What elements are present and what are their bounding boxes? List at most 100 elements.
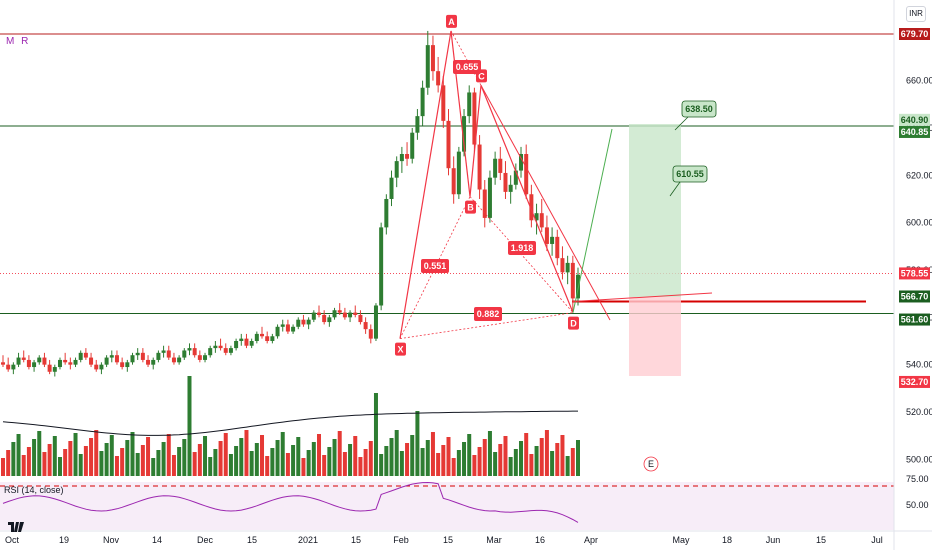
candle-body <box>446 120 451 169</box>
volume-bar <box>208 457 213 476</box>
candle-body <box>109 355 114 358</box>
candle-body <box>249 340 254 346</box>
stop-line <box>572 292 713 302</box>
rsi-tick-label: 75.00 <box>906 474 929 484</box>
volume-bar <box>260 435 265 476</box>
candle-body <box>203 355 208 360</box>
volume-bar <box>151 458 156 476</box>
volume-bar <box>280 432 285 476</box>
loss-zone <box>629 297 681 376</box>
volume-bars <box>1 376 580 476</box>
candle-body <box>425 45 430 88</box>
candle-body <box>83 352 88 358</box>
candle-body <box>32 362 37 368</box>
volume-bar <box>311 442 316 476</box>
volume-bar <box>140 445 145 476</box>
candle-body <box>78 352 83 360</box>
trend-line <box>480 85 611 321</box>
point-label-bg <box>446 14 457 28</box>
volume-bar <box>482 439 487 476</box>
candle-body <box>161 350 166 353</box>
candle-body <box>420 87 425 117</box>
volume-ma-line <box>2 410 578 436</box>
candle-body <box>275 326 280 337</box>
volume-bar <box>99 451 104 476</box>
price-tick-label: 500.00 <box>906 454 932 464</box>
candle-body <box>342 312 347 318</box>
candle-body <box>358 314 363 323</box>
candle-body <box>223 348 228 353</box>
volume-bar <box>565 456 570 476</box>
candle-body <box>389 177 394 199</box>
volume-bar <box>576 440 580 476</box>
candle-body <box>524 154 529 195</box>
volume-bar <box>6 450 11 476</box>
candle-body <box>21 357 26 360</box>
volume-bar <box>327 447 332 476</box>
rsi-band <box>0 482 894 530</box>
volume-bar <box>394 430 399 476</box>
price-tag-bg <box>899 290 930 303</box>
candle-body <box>52 367 57 372</box>
volume-bar <box>94 430 99 476</box>
candle-body <box>576 274 580 299</box>
volume-bar <box>213 449 218 476</box>
volume-bar <box>441 445 446 476</box>
candle-body <box>368 329 373 339</box>
target-label-bg <box>681 100 717 118</box>
candle-body <box>73 359 78 365</box>
candle-body <box>462 116 467 152</box>
candle-body <box>182 350 187 358</box>
rsi-tick-label: 50.00 <box>906 500 929 510</box>
xabcd-pattern: X A B C D 0.655 0.551 1.918 0.882 638.50 610.55 E <box>395 14 717 472</box>
volume-bar <box>265 456 270 476</box>
candle-body <box>570 262 575 299</box>
candle-body <box>544 227 549 244</box>
candle-body <box>68 362 73 365</box>
currency-button[interactable]: INR <box>906 6 926 22</box>
volume-bar <box>430 432 435 476</box>
volume-bar <box>89 438 94 476</box>
candle-body <box>197 355 202 360</box>
candle-body <box>265 336 270 341</box>
time-tick-label: Nov <box>103 535 120 545</box>
volume-bar <box>348 444 353 476</box>
volume-bar <box>218 441 223 476</box>
volume-bar <box>451 458 456 476</box>
candlestick-series <box>1 30 580 377</box>
pattern-leg <box>450 30 471 197</box>
volume-bar <box>197 444 202 476</box>
candle-body <box>156 352 161 360</box>
candle-body <box>166 350 171 358</box>
candle-body <box>1 362 5 365</box>
candle-body <box>513 170 518 185</box>
candle-body <box>135 352 140 356</box>
price-tags: 679.70 640.90 640.85 578.55 566.70 561.60 532.… <box>899 28 930 388</box>
price-tag-bg <box>899 313 930 326</box>
candle-body <box>565 262 570 273</box>
time-tick-label: May <box>672 535 690 545</box>
volume-bar <box>161 442 166 476</box>
volume-bar <box>508 457 513 476</box>
candle-body <box>498 158 503 173</box>
point-label-bg <box>395 342 406 356</box>
volume-bar <box>513 449 518 476</box>
volume-bar <box>363 449 368 476</box>
volume-bar <box>21 455 26 476</box>
volume-bar <box>63 449 68 476</box>
volume-bar <box>539 438 544 476</box>
volume-bar <box>244 430 249 476</box>
time-axis[interactable]: Oct 19 Nov 14 Dec 15 2021 15 Feb 15 Mar 16 Apr May 18 J… <box>5 535 883 545</box>
volume-bar <box>529 454 534 476</box>
time-tick-label: 18 <box>722 535 732 545</box>
candle-body <box>353 312 358 315</box>
target-label: 638.50 <box>685 104 713 114</box>
candle-body <box>322 314 327 323</box>
candle-body <box>228 348 233 353</box>
volume-bar <box>223 433 228 476</box>
ratio-label-bg <box>421 259 449 273</box>
candle-body <box>415 116 420 133</box>
rsi-pane <box>0 481 932 532</box>
candle-body <box>316 312 321 315</box>
